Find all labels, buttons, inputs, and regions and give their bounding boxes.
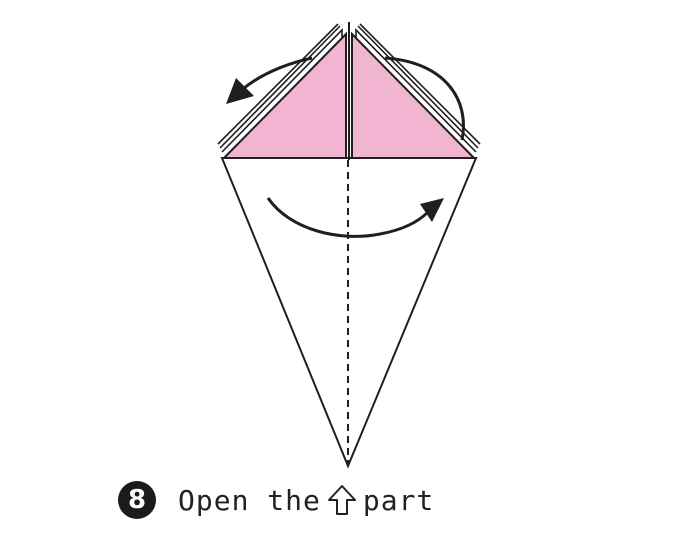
- top-rotate-arrow-icon: [226, 56, 465, 141]
- step-number-badge: 8: [118, 481, 156, 519]
- step-caption: 8 Open the part: [118, 480, 434, 520]
- bottom-rotate-arrow-icon: [266, 197, 444, 238]
- right-pink-flap: [351, 31, 477, 159]
- caption-text-before: Open the: [178, 483, 321, 517]
- up-arrow-outline-icon: [327, 485, 356, 515]
- left-pink-flap: [221, 31, 347, 159]
- caption-text-after: part: [362, 483, 435, 517]
- step-number: 8: [127, 485, 147, 515]
